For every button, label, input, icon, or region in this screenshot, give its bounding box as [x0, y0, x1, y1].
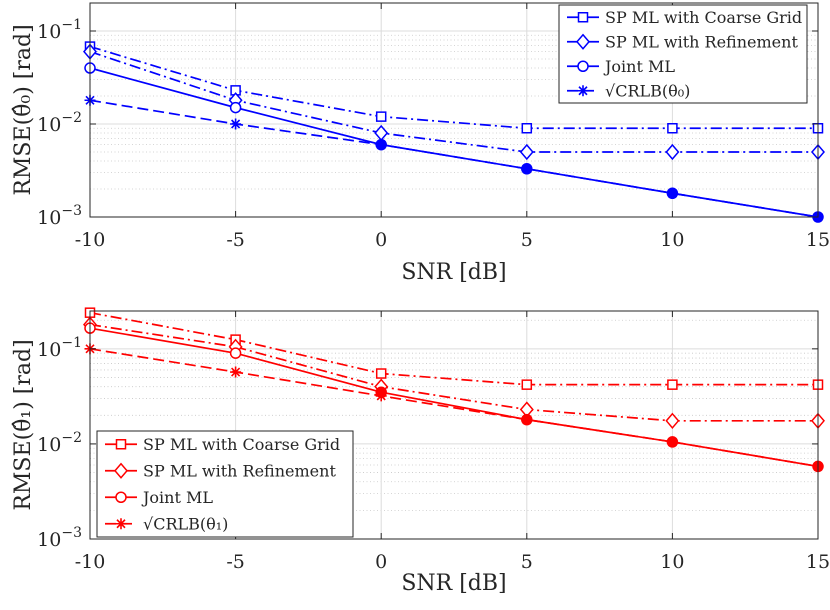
data-point: [667, 123, 678, 134]
legend: SP ML with Coarse Grid SP ML with Refinem…: [96, 430, 354, 538]
x-tick-label: 10: [660, 229, 684, 251]
y-tick-exponent: −1: [61, 335, 82, 351]
data-point: [521, 414, 533, 426]
data-point: [666, 187, 678, 199]
data-point: [375, 139, 387, 151]
data-point: [375, 111, 387, 122]
legend-label: √CRLB(θ₀): [605, 81, 690, 100]
legend-label: SP ML with Refinement: [143, 461, 336, 480]
y-tick-label: 10−3: [37, 525, 82, 551]
y-tick-base: 10: [37, 207, 61, 229]
data-point: [521, 379, 533, 390]
series-line: [89, 311, 818, 386]
legend-label: SP ML with Coarse Grid: [605, 8, 802, 27]
y-axis-label: RMSE(θ̂₀) [rad]: [11, 24, 36, 195]
series-line: [89, 99, 819, 218]
legend-marker: [577, 85, 589, 97]
x-tick-label: -10: [75, 551, 106, 573]
legend: SP ML with Coarse Grid SP ML with Refinem…: [558, 4, 808, 104]
x-tick-label: 15: [806, 551, 830, 573]
data-point: [665, 412, 680, 429]
legend-label: Joint ML: [603, 57, 675, 76]
y-tick-label: 10−2: [37, 430, 82, 456]
data-point: [665, 143, 680, 161]
data-point: [521, 163, 533, 175]
y-tick-base: 10: [37, 434, 61, 456]
legend-label: √CRLB(θ₁): [143, 514, 228, 533]
x-tick-label: 0: [375, 229, 387, 251]
y-tick-exponent: −2: [61, 110, 82, 126]
y-tick-base: 10: [37, 114, 61, 136]
data-point: [230, 118, 242, 130]
y-tick-base: 10: [37, 21, 61, 43]
x-tick-label: 15: [806, 229, 830, 251]
legend-marker: [577, 60, 589, 72]
x-tick-label: -5: [226, 551, 245, 573]
legend-marker: [115, 518, 127, 530]
y-tick-exponent: −3: [61, 203, 82, 219]
y-tick-label: 10−1: [37, 335, 82, 361]
series-line: [89, 347, 819, 468]
y-tick-exponent: −2: [61, 430, 82, 446]
x-tick-label: -10: [75, 229, 106, 251]
legend-marker: [576, 33, 590, 50]
legend-marker: [114, 462, 128, 479]
x-tick-label: 10: [660, 551, 684, 573]
data-point: [521, 123, 533, 134]
data-point: [666, 436, 678, 448]
legend-box: [96, 430, 354, 538]
y-tick-label: 10−2: [37, 110, 82, 136]
axes-frame: [89, 310, 819, 540]
x-axis-label: SNR [dB]: [401, 571, 506, 596]
y-tick-label: 10−3: [37, 203, 82, 229]
y-tick-base: 10: [37, 339, 61, 361]
series-line: [89, 45, 818, 130]
series-line: [89, 50, 818, 153]
data-point: [667, 379, 678, 390]
data-point: [229, 101, 242, 114]
legend-label: Joint ML: [141, 488, 213, 507]
axes-frame: [89, 2, 819, 218]
data-point: [230, 366, 242, 378]
legend-label: SP ML with Refinement: [605, 32, 798, 51]
x-tick-label: 5: [521, 551, 533, 573]
legend-marker: [115, 439, 127, 450]
legend-box: [558, 4, 808, 104]
y-tick-exponent: −3: [61, 525, 82, 541]
x-tick-label: 0: [375, 551, 387, 573]
data-point: [375, 368, 387, 379]
legend-marker: [115, 491, 127, 503]
x-tick-label: 5: [521, 229, 533, 251]
legend-marker: [577, 12, 589, 23]
x-axis-label: SNR [dB]: [401, 260, 506, 285]
y-axis-label: RMSE(θ̂₁) [rad]: [11, 339, 36, 510]
x-tick-label: -5: [226, 229, 245, 251]
legend-label: SP ML with Coarse Grid: [143, 435, 340, 454]
y-tick-base: 10: [37, 529, 61, 551]
y-tick-label: 10−1: [37, 17, 82, 43]
y-tick-exponent: −1: [61, 17, 82, 33]
data-point: [519, 143, 534, 161]
series-diamond: [83, 43, 825, 161]
data-point: [375, 390, 387, 402]
series-line: [89, 323, 818, 422]
data-point: [229, 347, 242, 359]
